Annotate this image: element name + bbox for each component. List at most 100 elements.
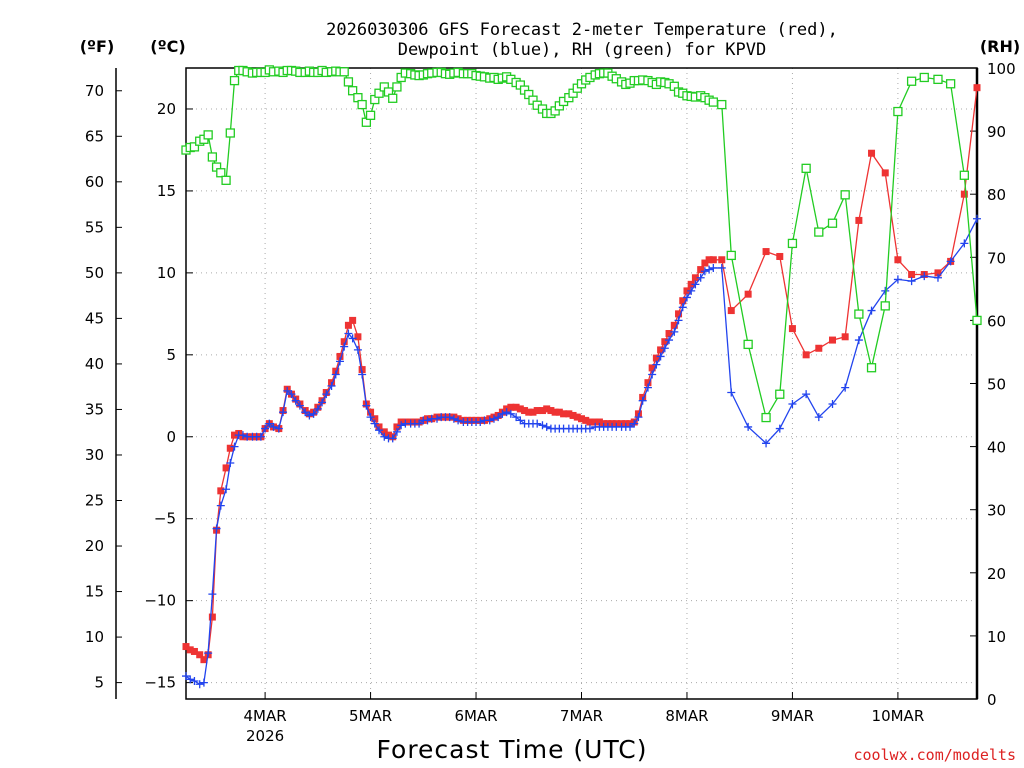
temperature-point	[380, 428, 388, 436]
dewpoint-point	[190, 676, 199, 685]
temperature-point	[679, 297, 687, 305]
dewpoint-point	[802, 390, 811, 399]
dewpoint-point	[309, 409, 318, 418]
dewpoint-point	[678, 303, 687, 312]
dewpoint-point	[506, 409, 515, 418]
dewpoint-point	[274, 424, 283, 433]
dewpoint-point	[502, 408, 511, 417]
relative-humidity-point	[365, 110, 376, 120]
dewpoint-point	[696, 273, 705, 282]
celsius-tick-label: −15	[144, 674, 176, 692]
dewpoint-point	[366, 413, 375, 422]
dewpoint-point	[814, 413, 823, 422]
temperature-point	[652, 354, 660, 362]
relative-humidity-point	[919, 72, 929, 83]
dewpoint-point	[199, 678, 208, 687]
dewpoint-point	[516, 416, 525, 425]
temperature-point	[543, 405, 551, 413]
chart-title-line2: Dewpoint (blue), RH (green) for KPVD	[398, 40, 766, 60]
relative-humidity-point	[347, 86, 358, 96]
relative-humidity-point	[854, 309, 864, 319]
dewpoint-point	[854, 336, 863, 345]
dewpoint-point	[691, 280, 700, 289]
dewpoint-point	[709, 263, 718, 272]
dewpoint-point	[717, 263, 726, 272]
temperature-point	[340, 338, 348, 346]
x-tick-label: 4MAR	[244, 707, 287, 725]
temperature-point	[521, 407, 529, 415]
series-layer	[181, 65, 982, 689]
temperature-point	[727, 307, 735, 315]
dewpoint-point	[744, 422, 753, 431]
dewpoint-point	[660, 344, 669, 353]
relative-humidity-point	[374, 88, 384, 98]
dewpoint-point	[362, 401, 371, 410]
dewpoint-point	[498, 409, 507, 418]
temperature-point	[516, 405, 524, 413]
dewpoint-point	[433, 414, 442, 423]
temperature-point	[217, 487, 225, 495]
rh-tick-label: 40	[987, 439, 1006, 457]
celsius-tick-label: 20	[157, 100, 176, 118]
dewpoint-point	[933, 273, 942, 282]
dewpoint-point	[973, 214, 981, 223]
dewpoint-point	[283, 386, 292, 395]
relative-humidity-point	[959, 170, 969, 180]
temperature-point	[582, 416, 590, 424]
temperature-point	[393, 423, 401, 431]
relative-humidity-point	[229, 75, 240, 86]
relative-humidity-point	[787, 238, 798, 249]
dewpoint-point	[828, 399, 837, 408]
dewpoint-point	[415, 419, 424, 428]
celsius-tick-label: 15	[157, 182, 176, 200]
temperature-point	[358, 366, 366, 374]
dewpoint-point	[348, 334, 357, 343]
dewpoint-point	[340, 342, 349, 351]
x-tick-label: 5MAR	[349, 707, 392, 725]
relative-humidity-point	[189, 142, 200, 152]
temperature-point	[196, 651, 204, 659]
temperature-point	[687, 280, 695, 288]
fahrenheit-tick-label: 20	[85, 537, 104, 555]
dewpoint-point	[226, 458, 235, 467]
rh-tick-label: 80	[987, 186, 1006, 204]
relative-humidity-point	[708, 97, 718, 107]
dewpoint-point	[380, 432, 389, 441]
fahrenheit-tick-label: 25	[85, 492, 104, 510]
gridlines	[186, 68, 977, 699]
temperature-point	[894, 256, 902, 264]
dewpoint-series	[182, 214, 981, 689]
temperature-point	[661, 338, 669, 346]
dewpoint-point	[705, 265, 714, 274]
dewpoint-point	[238, 431, 247, 440]
axes	[115, 67, 979, 700]
temperature-point	[908, 271, 916, 279]
rh-tick-label: 90	[987, 123, 1006, 141]
dewpoint-point	[295, 401, 304, 410]
dewpoint-point	[344, 329, 353, 338]
temperature-point	[762, 248, 770, 256]
dewpoint-point	[269, 422, 278, 431]
dewpoint-point	[881, 286, 890, 295]
dewpoint-point	[287, 390, 296, 399]
temperature-point	[868, 149, 876, 157]
fahrenheit-tick-label: 30	[85, 446, 104, 464]
x-tick-label: 8MAR	[665, 707, 708, 725]
dewpoint-point	[261, 424, 270, 433]
relative-humidity-point	[801, 163, 811, 173]
dewpoint-point	[485, 416, 494, 425]
rh-tick-label: 20	[987, 565, 1006, 583]
temperature-point	[222, 464, 230, 472]
temperature-point	[336, 352, 344, 360]
temperature-point	[657, 346, 665, 354]
temperature-point	[675, 310, 683, 318]
celsius-tick-label: 10	[157, 264, 176, 282]
relative-humidity-point	[392, 82, 402, 92]
fahrenheit-tick-label: 65	[85, 127, 104, 145]
dewpoint-point	[476, 418, 485, 427]
dewpoint-point	[392, 427, 401, 436]
temperature-point	[591, 418, 599, 426]
temperature-point	[934, 269, 942, 277]
dewpoint-point	[907, 277, 916, 286]
dewpoint-point	[216, 501, 225, 510]
